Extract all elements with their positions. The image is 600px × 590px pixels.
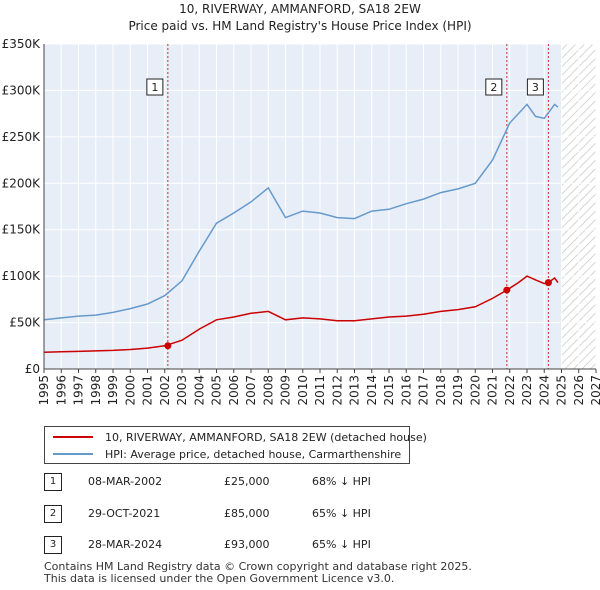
x-tick-label: 2019 xyxy=(451,375,465,406)
sale-label: 2 xyxy=(490,81,497,94)
x-tick-label: 2023 xyxy=(520,375,534,406)
x-tick-label: 2008 xyxy=(261,375,275,406)
x-tick-label: 1998 xyxy=(89,375,103,406)
x-tick-label: 2016 xyxy=(399,375,413,406)
y-tick-label: £150K xyxy=(2,223,42,237)
transaction-price: £25,000 xyxy=(224,475,270,488)
transaction-price: £93,000 xyxy=(224,538,270,551)
sale-label: 3 xyxy=(532,81,539,94)
y-tick-label: £0 xyxy=(25,362,40,376)
transaction-hpi: 68% ↓ HPI xyxy=(312,475,371,488)
legend-swatch-property xyxy=(53,436,93,438)
x-tick-label: 1997 xyxy=(72,375,86,406)
x-tick-label: 2025 xyxy=(555,375,569,406)
transaction-hpi: 65% ↓ HPI xyxy=(312,538,371,551)
transaction-number: 2 xyxy=(44,505,62,523)
legend-item-hpi: HPI: Average price, detached house, Carm… xyxy=(53,446,401,462)
legend-label-hpi: HPI: Average price, detached house, Carm… xyxy=(105,447,402,461)
x-tick-label: 2002 xyxy=(158,375,172,406)
sale-label: 1 xyxy=(151,81,158,94)
x-tick-label: 2021 xyxy=(486,375,500,406)
x-tick-label: 2004 xyxy=(192,375,206,406)
x-tick-label: 2010 xyxy=(296,375,310,406)
footer-licence: This data is licensed under the Open Gov… xyxy=(44,572,395,585)
transaction-row: 1 08-MAR-2002 £25,000 68% ↓ HPI xyxy=(44,473,564,493)
sale-label-box xyxy=(146,78,164,96)
sale-point xyxy=(503,286,511,294)
price-chart: 10, RIVERWAY, AMMANFORD, SA18 2EW Price … xyxy=(2,2,600,406)
y-tick-label: £200K xyxy=(2,176,42,190)
transaction-row: 2 29-OCT-2021 £85,000 65% ↓ HPI xyxy=(44,505,564,525)
x-tick-label: 2012 xyxy=(330,375,344,406)
sale-label-box xyxy=(485,78,503,96)
y-tick-label: £350K xyxy=(2,37,42,51)
transaction-date: 28-MAR-2024 xyxy=(88,538,163,551)
legend: 10, RIVERWAY, AMMANFORD, SA18 2EW (detac… xyxy=(44,426,427,464)
legend-swatch-hpi xyxy=(53,453,93,455)
chart-title: 10, RIVERWAY, AMMANFORD, SA18 2EW xyxy=(179,2,421,16)
x-tick-label: 2017 xyxy=(417,375,431,406)
property-price-line xyxy=(43,275,559,354)
x-tick-label: 2020 xyxy=(468,375,482,406)
x-tick-label: 2007 xyxy=(244,375,258,406)
x-tick-label: 2024 xyxy=(537,375,551,406)
legend-item-property: 10, RIVERWAY, AMMANFORD, SA18 2EW (detac… xyxy=(53,429,427,445)
x-tick-label: 2018 xyxy=(434,375,448,406)
x-tick-label: 2027 xyxy=(589,375,600,406)
transaction-number: 1 xyxy=(44,473,62,491)
transaction-date: 29-OCT-2021 xyxy=(88,507,161,520)
y-tick-label: £100K xyxy=(2,269,42,283)
transaction-price: £85,000 xyxy=(224,507,270,520)
footer-copyright: Contains HM Land Registry data © Crown c… xyxy=(44,560,472,573)
x-tick-label: 2001 xyxy=(141,375,155,406)
x-tick-label: 1996 xyxy=(54,375,68,406)
chart-subtitle: Price paid vs. HM Land Registry's House … xyxy=(128,19,471,33)
footer: Contains HM Land Registry data © Crown c… xyxy=(44,561,472,585)
x-tick-label: 2011 xyxy=(313,375,327,406)
legend-label-property: 10, RIVERWAY, AMMANFORD, SA18 2EW (detac… xyxy=(105,430,427,444)
sale-point xyxy=(164,342,172,350)
sale-point xyxy=(544,279,552,287)
transaction-number: 3 xyxy=(44,536,62,554)
x-tick-label: 2015 xyxy=(382,375,396,406)
transaction-row: 3 28-MAR-2024 £93,000 65% ↓ HPI xyxy=(44,536,564,556)
x-tick-label: 2009 xyxy=(279,375,293,406)
hpi-line xyxy=(43,103,559,321)
x-tick-label: 2005 xyxy=(210,375,224,406)
y-tick-label: £250K xyxy=(2,130,42,144)
x-tick-label: 1999 xyxy=(106,375,120,406)
y-tick-label: £50K xyxy=(9,316,41,330)
x-tick-label: 2026 xyxy=(572,375,586,406)
x-tick-label: 2022 xyxy=(503,375,517,406)
x-tick-label: 2014 xyxy=(365,375,379,406)
transaction-date: 08-MAR-2002 xyxy=(88,475,163,488)
y-tick-label: £300K xyxy=(2,83,42,97)
transaction-hpi: 65% ↓ HPI xyxy=(312,507,371,520)
x-tick-label: 2003 xyxy=(175,375,189,406)
x-tick-label: 2000 xyxy=(123,375,137,406)
x-tick-label: 2013 xyxy=(348,375,362,406)
x-tick-label: 1995 xyxy=(37,375,51,406)
x-tick-label: 2006 xyxy=(227,375,241,406)
sale-label-box xyxy=(526,78,544,96)
